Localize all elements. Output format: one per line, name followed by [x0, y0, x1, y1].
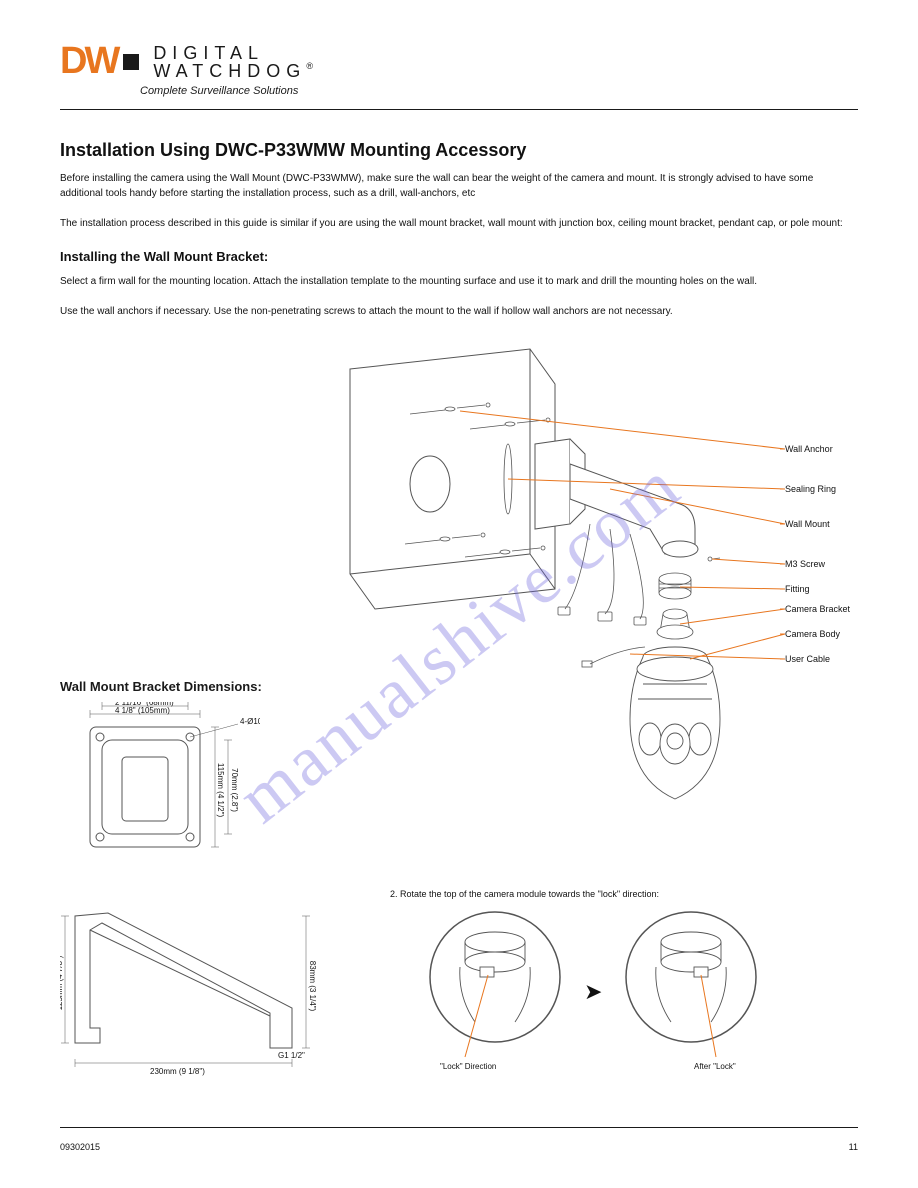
lock-direction-area: 2. Rotate the top of the camera module t… — [390, 889, 850, 1077]
lock-after-label: After "Lock" — [694, 1062, 736, 1071]
section-title: Installation Using DWC-P33WMW Mounting A… — [60, 140, 858, 161]
step1-text: Select a firm wall for the mounting loca… — [60, 274, 858, 319]
brand-text: DIGITAL WATCHDOG® — [153, 44, 313, 80]
brand-bottom: WATCHDOG® — [153, 62, 313, 80]
lock-before-diagram: "Lock" Direction — [420, 907, 570, 1077]
exploded-view-diagram — [310, 329, 830, 889]
header: DW DIGITAL WATCHDOG® — [60, 40, 858, 83]
intro-text: Before installing the camera using the W… — [60, 171, 858, 231]
dim-text: 4-Ø10 — [240, 717, 260, 726]
dim-text: 125mm (4 7/8") — [60, 955, 64, 1010]
bracket-side-dimension-diagram: 230mm (9 1/8") 83mm (3 1/4") 125mm (4 7/… — [60, 898, 320, 1078]
footer-page-number: 11 — [849, 1142, 858, 1152]
footer-date: 09302015 — [60, 1142, 100, 1152]
bracket-front-dimension-diagram: 4 1/8" (105mm) 2 11/16" (68mm) 115mm (4 … — [60, 702, 260, 882]
dim-text: G1 1/2" — [278, 1051, 305, 1060]
lock-before-label: "Lock" Direction — [440, 1062, 496, 1071]
logo-letters: DW — [60, 40, 117, 83]
dim-text: 83mm (3 1/4") — [308, 961, 317, 1012]
callout-wall-anchor: Wall Anchor — [785, 444, 833, 454]
footer: 09302015 11 — [60, 1142, 858, 1152]
dim-text: 4 1/8" (105mm) — [115, 706, 170, 715]
callout-fitting: Fitting — [785, 584, 810, 594]
callout-wall-mount: Wall Mount — [785, 519, 830, 529]
dimensions-title: Wall Mount Bracket Dimensions: — [60, 679, 340, 694]
logo: DW — [60, 40, 145, 83]
dim-text: 2 11/16" (68mm) — [115, 702, 174, 707]
dimensions-area: Wall Mount Bracket Dimensions: 4 1/8" (1… — [60, 679, 340, 1078]
arrow-right-icon: ➤ — [584, 979, 602, 1005]
tagline: Complete Surveillance Solutions — [140, 85, 858, 97]
brand-top: DIGITAL — [153, 44, 313, 62]
step2-text: 2. Rotate the top of the camera module t… — [390, 889, 850, 899]
dim-text: 230mm (9 1/8") — [150, 1067, 205, 1076]
lock-circles-row: "Lock" Direction ➤ After "Lock" — [420, 907, 850, 1077]
callout-user-cable: User Cable — [785, 654, 830, 664]
callout-sealing-ring: Sealing Ring — [785, 484, 836, 494]
header-rule — [60, 109, 858, 110]
dim-text: 115mm (4 1/2") — [216, 763, 225, 818]
diagram-area: Wall Anchor Sealing Ring Wall Mount M3 Scre… — [60, 329, 858, 889]
lock-after-diagram: After "Lock" — [616, 907, 766, 1077]
logo-dot-icon — [123, 54, 139, 70]
callout-m3-screw: M3 Screw — [785, 559, 825, 569]
callout-camera-bracket: Camera Bracket — [785, 604, 850, 614]
dim-text: 70mm (2.8") — [230, 768, 239, 812]
step1-title: Installing the Wall Mount Bracket: — [60, 249, 858, 264]
callout-camera-body: Camera Body — [785, 629, 840, 639]
footer-rule — [60, 1127, 858, 1128]
